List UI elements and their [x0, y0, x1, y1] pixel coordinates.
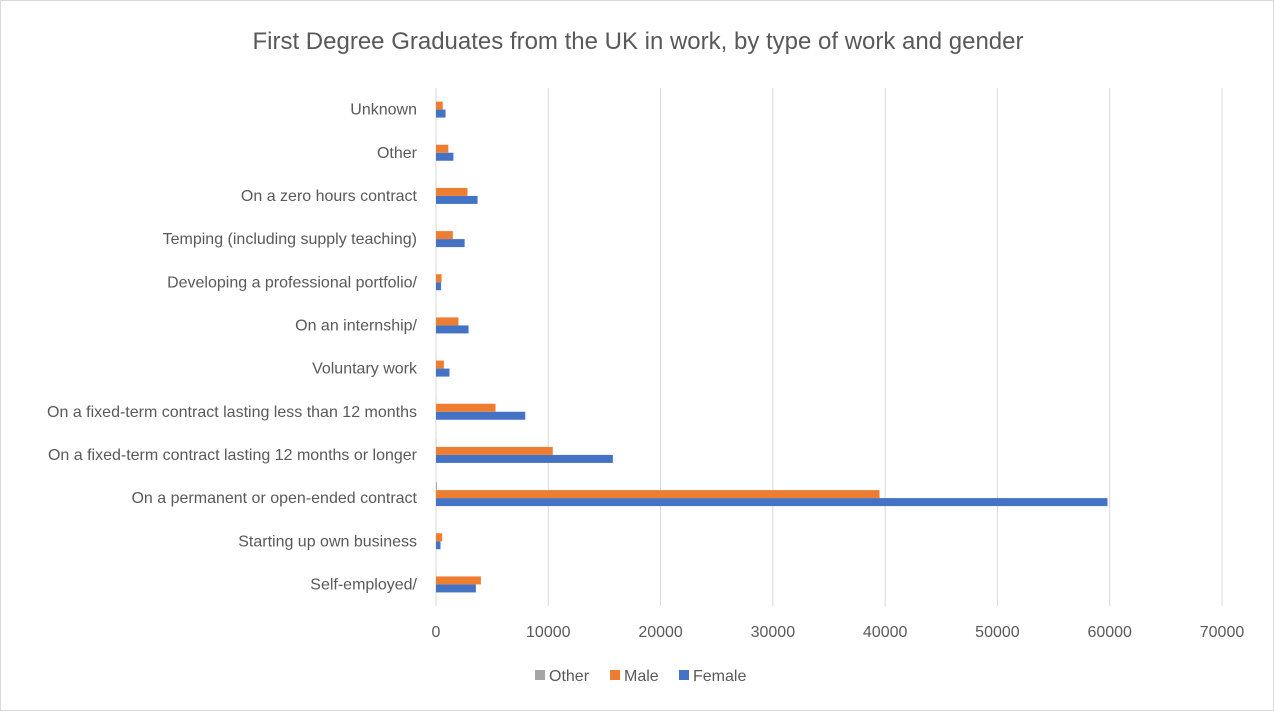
category-label: Other — [377, 145, 418, 162]
category-label: Unknown — [350, 102, 417, 119]
legend-label-male: Male — [624, 668, 659, 685]
legend: Other Male Female — [535, 668, 746, 685]
bars — [436, 94, 1107, 593]
x-tick-label: 30000 — [751, 624, 796, 641]
x-tick-label: 50000 — [975, 624, 1020, 641]
female-bar — [436, 196, 478, 204]
x-tick-label: 70000 — [1200, 624, 1245, 641]
female-bar — [436, 412, 525, 420]
legend-swatch-female — [679, 670, 689, 680]
male-bar — [436, 188, 467, 196]
male-bar — [436, 447, 553, 455]
female-bar — [436, 239, 465, 247]
male-bar — [436, 404, 496, 412]
category-label: On an internship/ — [295, 317, 417, 334]
female-bar — [436, 282, 441, 290]
category-label: Developing a professional portfolio/ — [167, 274, 417, 291]
category-label: Temping (including supply teaching) — [163, 231, 417, 248]
male-bar — [436, 145, 448, 153]
male-bar — [436, 361, 444, 369]
legend-swatch-male — [610, 670, 620, 680]
category-label: Starting up own business — [238, 533, 417, 550]
legend-label-female: Female — [693, 668, 746, 685]
male-bar — [436, 533, 442, 541]
legend-swatch-other — [535, 670, 545, 680]
male-bar — [436, 576, 481, 584]
female-bar — [436, 110, 446, 118]
female-bar — [436, 584, 476, 592]
female-bar — [436, 541, 440, 549]
category-labels: Unknown Other On a zero hours contract Temp… — [47, 102, 418, 594]
male-bar — [436, 317, 458, 325]
male-bar — [436, 231, 453, 239]
x-axis-ticks: 0 10000 20000 30000 40000 50000 60000 70000 — [432, 624, 1245, 641]
x-tick-label: 0 — [432, 624, 441, 641]
category-label: On a fixed-term contract lasting 12 mont… — [48, 447, 418, 464]
female-bar — [436, 455, 613, 463]
legend-label-other: Other — [549, 668, 590, 685]
male-bar — [436, 102, 443, 110]
gridlines — [436, 88, 1222, 606]
x-tick-label: 60000 — [1087, 624, 1132, 641]
category-label: On a permanent or open-ended contract — [131, 490, 417, 507]
female-bar — [436, 325, 469, 333]
other-bar — [436, 482, 437, 490]
female-bar — [436, 369, 449, 377]
category-label: Self-employed/ — [310, 576, 417, 593]
female-bar — [436, 498, 1107, 506]
male-bar — [436, 490, 880, 498]
female-bar — [436, 153, 453, 161]
category-label: On a fixed-term contract lasting less th… — [47, 404, 417, 421]
x-tick-label: 10000 — [526, 624, 571, 641]
category-label: Voluntary work — [312, 361, 418, 378]
male-bar — [436, 274, 442, 282]
category-label: On a zero hours contract — [241, 188, 418, 205]
chart-title: First Degree Graduates from the UK in wo… — [252, 28, 1023, 55]
x-tick-label: 40000 — [863, 624, 908, 641]
x-tick-label: 20000 — [638, 624, 683, 641]
